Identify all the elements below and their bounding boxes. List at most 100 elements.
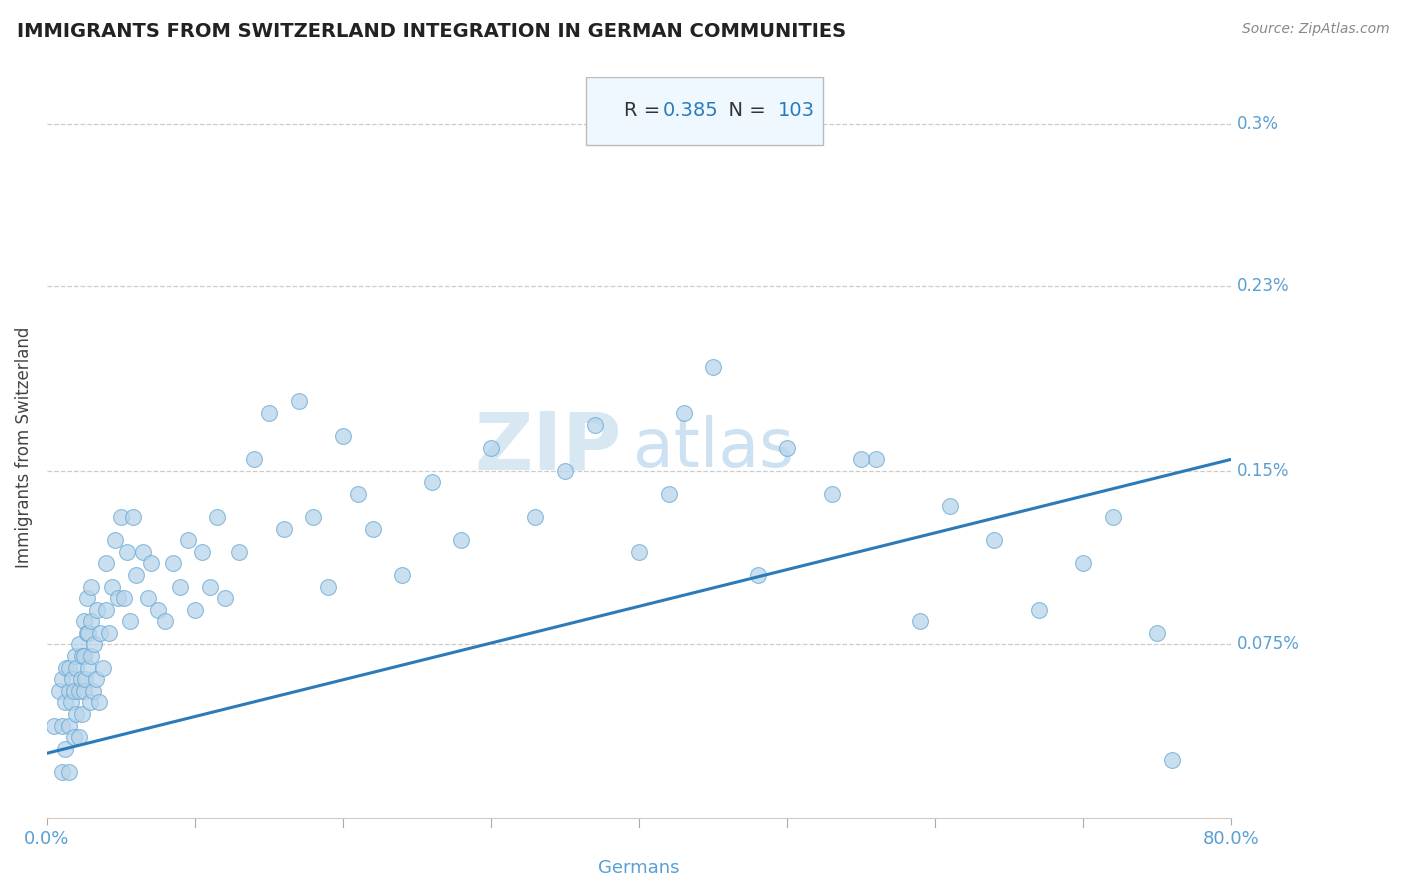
Point bbox=[65, 660, 87, 674]
Point bbox=[77, 626, 100, 640]
Point bbox=[939, 499, 962, 513]
Point bbox=[72, 649, 94, 664]
Point bbox=[524, 510, 547, 524]
Point bbox=[169, 580, 191, 594]
Text: atlas: atlas bbox=[633, 415, 794, 481]
Point bbox=[198, 580, 221, 594]
Point bbox=[139, 557, 162, 571]
Point bbox=[479, 441, 502, 455]
Text: N =: N = bbox=[716, 102, 772, 120]
Point bbox=[450, 533, 472, 548]
Point bbox=[72, 706, 94, 721]
Point bbox=[776, 441, 799, 455]
Point bbox=[73, 615, 96, 629]
Point bbox=[73, 683, 96, 698]
Point bbox=[58, 683, 80, 698]
Point bbox=[44, 718, 66, 732]
Point bbox=[80, 615, 103, 629]
Point bbox=[554, 464, 576, 478]
Point bbox=[58, 718, 80, 732]
Point bbox=[115, 545, 138, 559]
Point bbox=[155, 615, 177, 629]
Point bbox=[112, 591, 135, 606]
Point bbox=[125, 568, 148, 582]
Point bbox=[257, 406, 280, 420]
Point bbox=[628, 545, 651, 559]
Point bbox=[191, 545, 214, 559]
Point bbox=[121, 510, 143, 524]
Text: 0.3%: 0.3% bbox=[1237, 115, 1279, 133]
Point bbox=[86, 603, 108, 617]
Point bbox=[110, 510, 132, 524]
Point bbox=[63, 649, 86, 664]
Point bbox=[69, 638, 91, 652]
Text: 0.075%: 0.075% bbox=[1237, 635, 1301, 654]
Point bbox=[84, 672, 107, 686]
Point bbox=[76, 626, 98, 640]
Point bbox=[583, 417, 606, 432]
Point bbox=[91, 660, 114, 674]
Text: 0.23%: 0.23% bbox=[1237, 277, 1289, 294]
Point bbox=[302, 510, 325, 524]
Point bbox=[332, 429, 354, 443]
Point bbox=[80, 580, 103, 594]
Point bbox=[136, 591, 159, 606]
Point bbox=[1071, 557, 1094, 571]
Point bbox=[1028, 603, 1050, 617]
Point bbox=[820, 487, 842, 501]
Point bbox=[62, 683, 84, 698]
Point bbox=[104, 533, 127, 548]
Point bbox=[98, 626, 121, 640]
Text: ZIP: ZIP bbox=[474, 409, 621, 487]
Point bbox=[162, 557, 184, 571]
Point bbox=[658, 487, 681, 501]
Point bbox=[983, 533, 1005, 548]
Point bbox=[58, 660, 80, 674]
Point bbox=[118, 615, 141, 629]
Point bbox=[94, 557, 117, 571]
Point bbox=[51, 764, 73, 779]
Point bbox=[53, 695, 76, 709]
Point bbox=[82, 683, 104, 698]
Point bbox=[69, 730, 91, 744]
Point bbox=[184, 603, 207, 617]
Point bbox=[60, 672, 83, 686]
Point bbox=[76, 591, 98, 606]
Point bbox=[132, 545, 155, 559]
Point bbox=[70, 672, 93, 686]
Point bbox=[101, 580, 124, 594]
Point bbox=[1161, 753, 1184, 767]
Text: 0.15%: 0.15% bbox=[1237, 462, 1289, 480]
Text: IMMIGRANTS FROM SWITZERLAND INTEGRATION IN GERMAN COMMUNITIES: IMMIGRANTS FROM SWITZERLAND INTEGRATION … bbox=[17, 22, 846, 41]
Point bbox=[228, 545, 250, 559]
Point bbox=[672, 406, 695, 420]
Text: Source: ZipAtlas.com: Source: ZipAtlas.com bbox=[1241, 22, 1389, 37]
Point bbox=[910, 615, 932, 629]
Point bbox=[73, 649, 96, 664]
Text: 103: 103 bbox=[778, 102, 814, 120]
Point bbox=[205, 510, 228, 524]
Point bbox=[849, 452, 872, 467]
Text: R =: R = bbox=[624, 102, 666, 120]
Point bbox=[65, 706, 87, 721]
Point bbox=[75, 672, 97, 686]
FancyBboxPatch shape bbox=[586, 77, 823, 145]
Point bbox=[89, 626, 111, 640]
Point bbox=[865, 452, 887, 467]
Y-axis label: Immigrants from Switzerland: Immigrants from Switzerland bbox=[15, 327, 32, 568]
Point bbox=[55, 660, 77, 674]
X-axis label: Germans: Germans bbox=[599, 859, 681, 877]
Point bbox=[287, 394, 309, 409]
Point bbox=[51, 672, 73, 686]
Point bbox=[79, 695, 101, 709]
Point bbox=[391, 568, 413, 582]
Point bbox=[176, 533, 198, 548]
Point bbox=[1146, 626, 1168, 640]
Text: 0.385: 0.385 bbox=[662, 102, 718, 120]
Point bbox=[80, 649, 103, 664]
Point bbox=[243, 452, 266, 467]
Point bbox=[361, 522, 384, 536]
Point bbox=[87, 695, 110, 709]
Point bbox=[346, 487, 368, 501]
Point bbox=[420, 475, 443, 490]
